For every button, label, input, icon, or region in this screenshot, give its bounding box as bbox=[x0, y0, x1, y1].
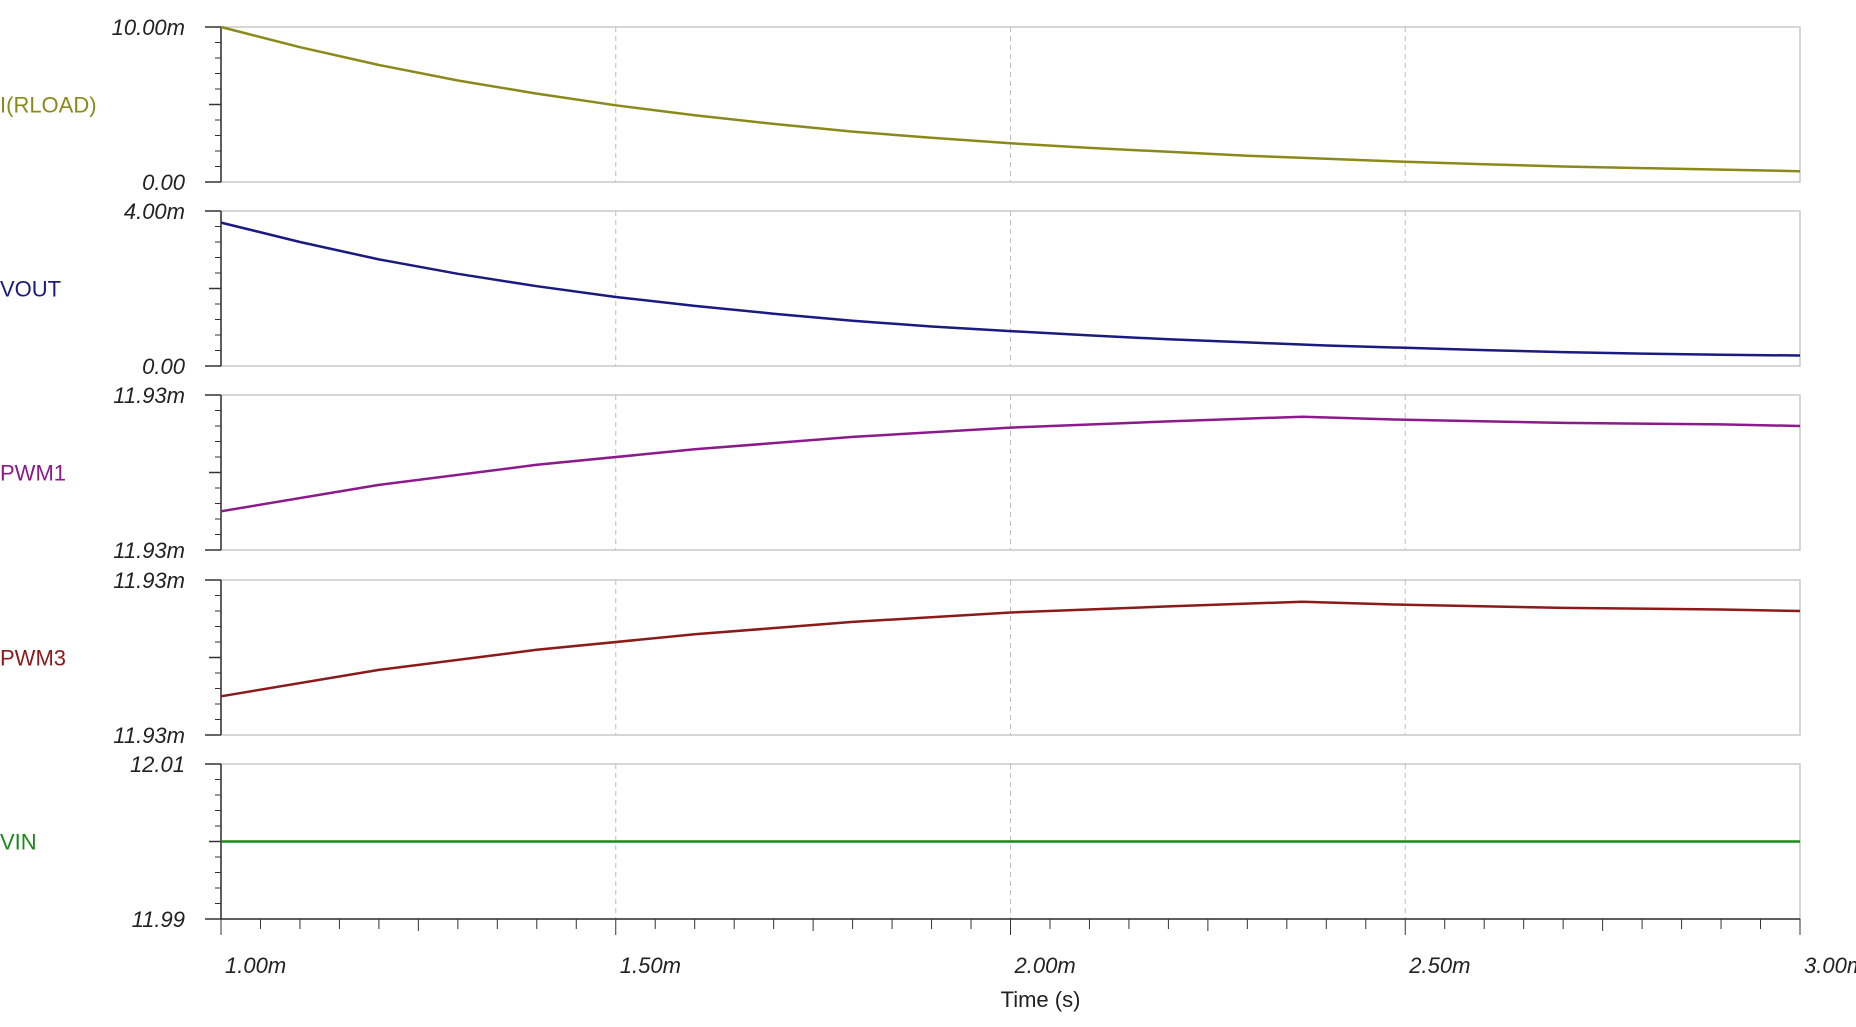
x-tick-label: 1.00m bbox=[225, 953, 286, 978]
panel-pwm3: 11.93m 11.93m PWM3 bbox=[0, 568, 1801, 748]
panel-frame bbox=[220, 579, 1801, 736]
y-tick-label-top: 4.00m bbox=[124, 199, 185, 224]
series-label: PWM1 bbox=[0, 461, 66, 486]
x-axis-title: Time (s) bbox=[1001, 987, 1081, 1012]
panel-vin: 12.01 11.99 VIN bbox=[0, 752, 1801, 932]
y-tick-label-bottom: 11.93m bbox=[113, 723, 185, 748]
series-line bbox=[220, 415, 1801, 513]
y-tick-label-top: 10.00m bbox=[112, 15, 185, 40]
panel-frame bbox=[220, 394, 1801, 551]
series-label: VOUT bbox=[0, 277, 61, 302]
series-line bbox=[220, 221, 1801, 357]
panel-frame bbox=[220, 26, 1801, 183]
panel-pwm1: 11.93m 11.93m PWM1 bbox=[0, 383, 1801, 563]
panel-frame bbox=[220, 210, 1801, 367]
x-tick-label: 2.50m bbox=[1408, 953, 1470, 978]
series-label: VIN bbox=[0, 830, 37, 855]
y-tick-label-bottom: 11.93m bbox=[113, 538, 185, 563]
series-line bbox=[220, 600, 1801, 698]
series-line bbox=[220, 25, 1801, 173]
x-tick-label: 1.50m bbox=[620, 953, 681, 978]
x-tick-label: 3.00m bbox=[1804, 953, 1856, 978]
y-tick-label-top: 11.93m bbox=[113, 383, 185, 408]
panel-i-rload-: 10.00m 0.00 I(RLOAD) bbox=[0, 15, 1801, 195]
series-label: I(RLOAD) bbox=[0, 93, 97, 118]
x-axis: 1.00m 1.50m 2.00m 2.50m 3.00m Time (s) bbox=[220, 918, 1856, 1012]
y-tick-label-top: 11.93m bbox=[113, 568, 185, 593]
y-tick-label-bottom: 0.00 bbox=[142, 170, 186, 195]
y-tick-label-bottom: 11.99 bbox=[132, 907, 185, 932]
y-tick-label-bottom: 0.00 bbox=[142, 354, 186, 379]
series-label: PWM3 bbox=[0, 646, 66, 671]
y-tick-label-top: 12.01 bbox=[130, 752, 185, 777]
panel-vout: 4.00m 0.00 VOUT bbox=[0, 199, 1801, 379]
x-tick-label: 2.00m bbox=[1014, 953, 1076, 978]
